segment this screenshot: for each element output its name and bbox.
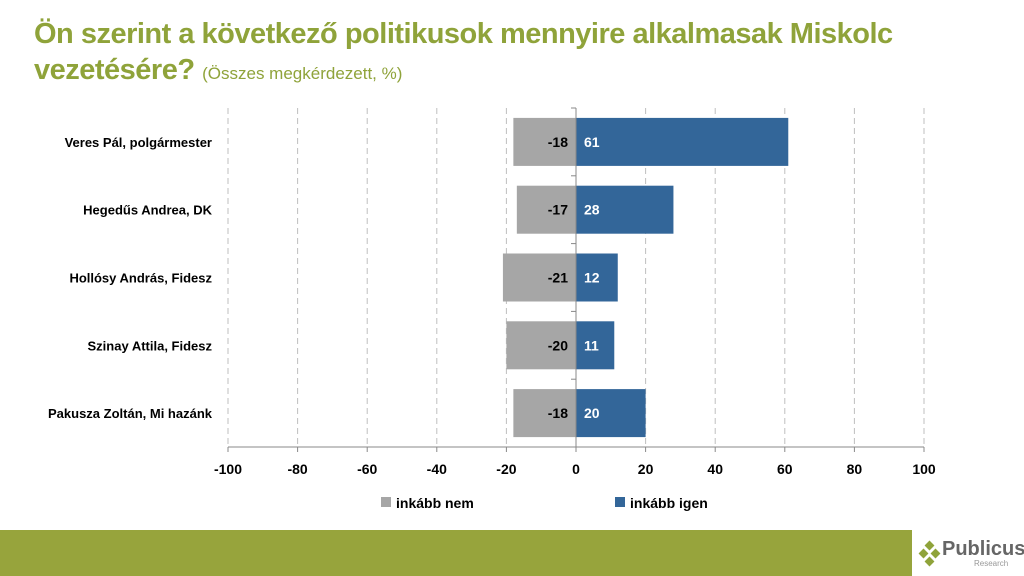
category-label: Pakusza Zoltán, Mi hazánk	[48, 406, 213, 421]
x-tick-label: -100	[214, 461, 242, 477]
data-label: 28	[584, 202, 600, 218]
bar-inkabb-nem	[502, 253, 576, 302]
x-tick-label: 40	[707, 461, 723, 477]
bar-inkabb-nem	[506, 321, 576, 370]
category-label: Hegedűs Andrea, DK	[83, 203, 212, 218]
legend-swatch	[381, 497, 391, 507]
data-label: 12	[584, 270, 600, 286]
legend-swatch	[615, 497, 625, 507]
logo-diamond-icon	[918, 540, 941, 567]
x-tick-label: -80	[287, 461, 307, 477]
category-label: Hollósy András, Fidesz	[69, 271, 212, 286]
category-label: Veres Pál, polgármester	[65, 135, 212, 150]
x-tick-label: 100	[912, 461, 936, 477]
bar-inkabb-igen	[576, 389, 646, 438]
data-label: -18	[548, 134, 568, 150]
bar-inkabb-nem	[516, 185, 576, 234]
data-label: -18	[548, 405, 568, 421]
bar-inkabb-nem	[513, 389, 576, 438]
data-label: -21	[548, 270, 568, 286]
x-tick-label: 0	[572, 461, 580, 477]
bar-inkabb-nem	[513, 117, 576, 166]
legend-label: inkább nem	[396, 495, 474, 511]
data-label: 61	[584, 134, 600, 150]
x-tick-label: -20	[496, 461, 516, 477]
legend-label: inkább igen	[630, 495, 708, 511]
x-tick-label: -40	[427, 461, 447, 477]
data-label: 20	[584, 405, 600, 421]
chart-title: Ön szerint a következő politikusok menny…	[34, 16, 914, 92]
bar-inkabb-igen	[576, 253, 618, 302]
data-label: 11	[584, 337, 599, 353]
logo-name: Publicus	[942, 538, 1024, 560]
title-subtitle: (Összes megkérdezett, %)	[202, 64, 403, 83]
footer-bar	[0, 530, 912, 576]
bar-inkabb-igen	[576, 321, 615, 370]
bar-inkabb-igen	[576, 185, 674, 234]
x-tick-label: 20	[638, 461, 654, 477]
publicus-logo: Publicus Research	[918, 536, 1024, 572]
x-tick-label: 60	[777, 461, 793, 477]
x-tick-label: -60	[357, 461, 377, 477]
x-tick-label: 80	[847, 461, 863, 477]
logo-tagline: Research	[974, 559, 1009, 568]
data-label: -17	[548, 202, 568, 218]
title-main: Ön szerint a következő politikusok menny…	[34, 18, 893, 86]
chart: -100 -80 -60 -40 -20 0 20 40 60 80 100 Veres Pál, p…	[48, 107, 936, 511]
bar-inkabb-igen	[576, 117, 789, 166]
category-label: Szinay Attila, Fidesz	[88, 338, 213, 353]
data-label: -20	[548, 337, 568, 353]
